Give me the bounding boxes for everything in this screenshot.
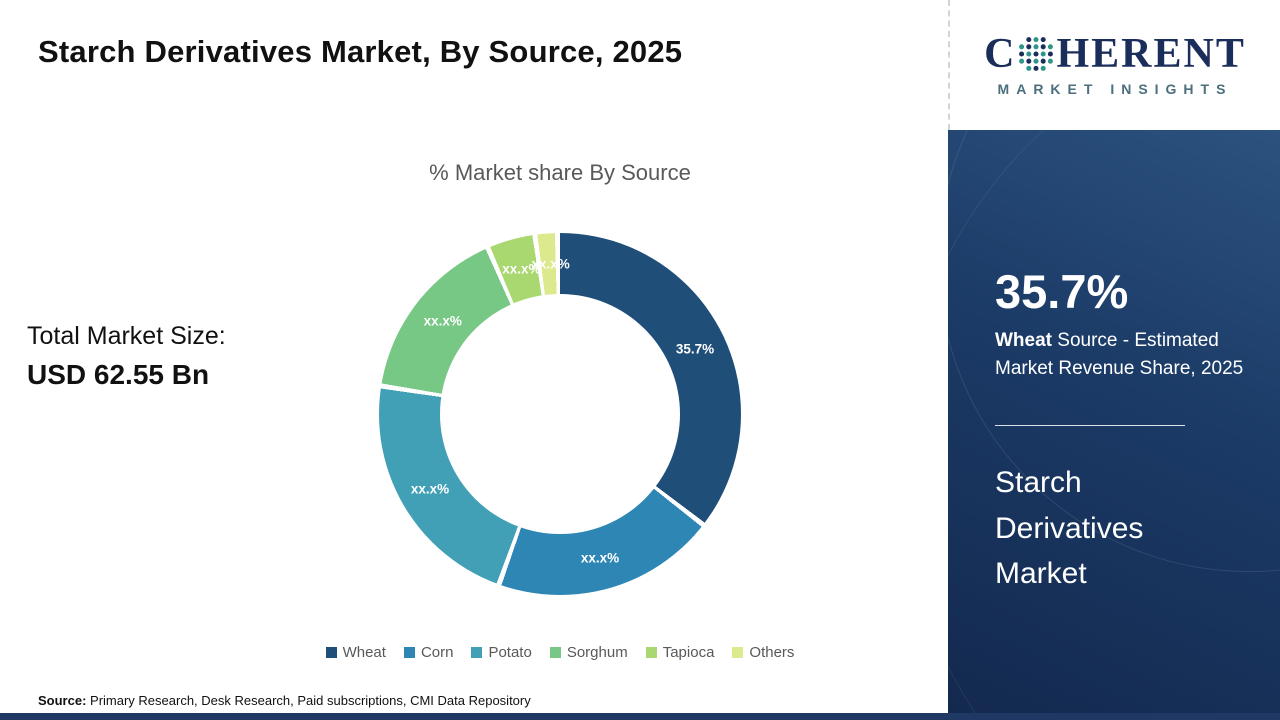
source-text: Primary Research, Desk Research, Paid su… bbox=[90, 693, 531, 708]
slice-label-wheat: 35.7% bbox=[675, 341, 715, 357]
donut-chart: 35.7% xx.x% xx.x% xx.x% xx.x% xx.x% bbox=[379, 233, 741, 595]
slice-label-others: xx.x% bbox=[531, 256, 570, 272]
market-name: Starch Derivatives Market bbox=[995, 466, 1144, 591]
stat-description: Wheat Source - Estimated Market Revenue … bbox=[995, 327, 1247, 383]
legend-item-potato: Potato bbox=[471, 644, 532, 661]
legend-item-others: Others bbox=[732, 644, 794, 661]
logo-text-suffix: HERENT bbox=[1056, 31, 1246, 77]
chart-legend: Wheat Corn Potato Sorghum Tapioca Others bbox=[186, 644, 934, 661]
total-market-label: Total Market Size: bbox=[27, 322, 226, 350]
total-market-block: Total Market Size: USD 62.55 Bn bbox=[27, 322, 226, 391]
legend-swatch-tapioca bbox=[645, 647, 657, 658]
legend-item-sorghum: Sorghum bbox=[549, 644, 628, 661]
legend-item-wheat: Wheat bbox=[325, 644, 386, 661]
stat-desc-bold: Wheat bbox=[995, 330, 1052, 351]
source-label: Source: bbox=[38, 693, 87, 708]
chart-title: % Market share By Source bbox=[429, 160, 691, 185]
legend-label-potato: Potato bbox=[488, 644, 532, 661]
legend-swatch-others bbox=[732, 647, 744, 658]
stat-value: 35.7% bbox=[995, 265, 1129, 318]
donut-hole bbox=[440, 294, 680, 534]
legend-label-corn: Corn bbox=[420, 644, 454, 661]
highlight-content: 35.7% Wheat Source - Estimated Market Re… bbox=[948, 130, 1280, 597]
slice-label-corn: xx.x% bbox=[580, 550, 620, 566]
source-note: Source: Primary Research, Desk Research,… bbox=[38, 693, 531, 708]
legend-swatch-potato bbox=[471, 647, 483, 658]
slice-label-sorghum: xx.x% bbox=[423, 313, 462, 329]
dotted-globe-icon bbox=[1019, 37, 1054, 71]
legend-label-tapioca: Tapioca bbox=[662, 644, 715, 661]
bottom-accent-bar bbox=[0, 713, 1280, 720]
legend-item-tapioca: Tapioca bbox=[645, 644, 715, 661]
chart-panel: Starch Derivatives Market, By Source, 20… bbox=[27, 34, 934, 708]
logo-text-prefix: C bbox=[984, 31, 1017, 77]
divider bbox=[995, 425, 1185, 427]
legend-swatch-sorghum bbox=[549, 647, 561, 658]
brand-logo: C HERENT bbox=[984, 33, 1246, 75]
legend-label-sorghum: Sorghum bbox=[566, 644, 628, 661]
sidebar: C HERENT MARKET INSIGHTS 35.7% Wheat Sou… bbox=[948, 0, 1280, 720]
slice-label-tapioca: xx.x% bbox=[502, 261, 541, 277]
slice-label-potato: xx.x% bbox=[410, 481, 450, 497]
highlight-panel: 35.7% Wheat Source - Estimated Market Re… bbox=[948, 130, 1280, 720]
stat-desc-rest: Source - Estimated Market Revenue Share,… bbox=[995, 330, 1244, 380]
legend-label-others: Others bbox=[749, 644, 795, 661]
legend-swatch-corn bbox=[403, 647, 415, 658]
legend-label-wheat: Wheat bbox=[342, 644, 386, 661]
logo-subtitle: MARKET INSIGHTS bbox=[997, 81, 1233, 97]
total-market-value: USD 62.55 Bn bbox=[27, 359, 210, 390]
legend-swatch-wheat bbox=[325, 647, 337, 658]
logo-area: C HERENT MARKET INSIGHTS bbox=[948, 0, 1280, 130]
page-title: Starch Derivatives Market, By Source, 20… bbox=[38, 34, 683, 69]
legend-item-corn: Corn bbox=[403, 644, 454, 661]
